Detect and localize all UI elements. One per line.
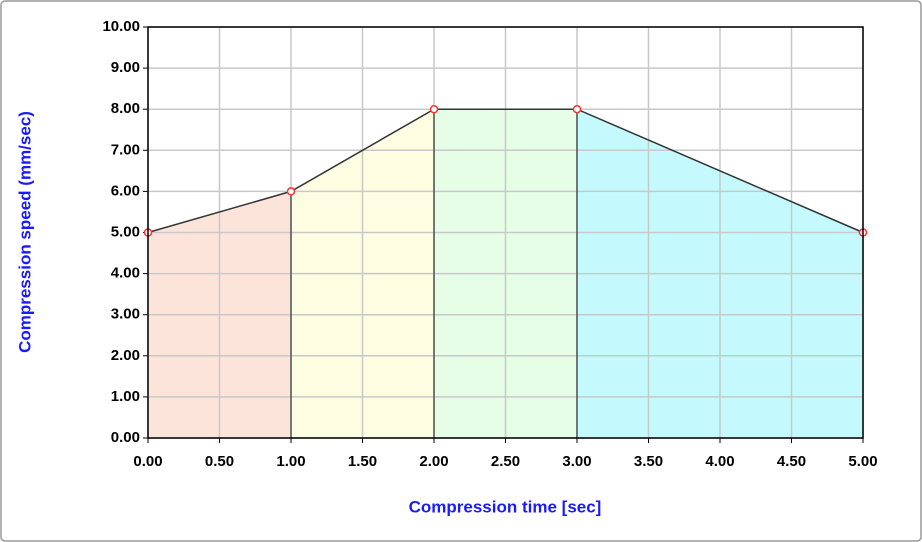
y-tick-label: 0.00 [111, 429, 140, 446]
x-tick-label: 2.00 [419, 453, 448, 470]
marker [429, 104, 439, 114]
x-tick-label: 3.50 [634, 453, 663, 470]
y-tick-label: 9.00 [111, 59, 140, 76]
y-tick-label: 7.00 [111, 141, 140, 158]
x-tick-label: 3.00 [562, 453, 591, 470]
x-axis-label: Compression time [sec] [409, 497, 602, 516]
x-tick-label: 0.00 [133, 453, 162, 470]
y-tick-label: 1.00 [111, 388, 140, 405]
y-tick-label: 4.00 [111, 265, 140, 282]
y-axis-label: Compression speed (mm/sec) [15, 111, 34, 353]
x-tick-label: 4.00 [705, 453, 734, 470]
x-tick-label: 2.50 [491, 453, 520, 470]
x-tick-label: 1.00 [276, 453, 305, 470]
plot-border [147, 26, 864, 439]
marker [572, 104, 582, 114]
y-tick-label: 6.00 [111, 182, 140, 199]
x-tick-label: 0.50 [205, 453, 234, 470]
y-tick-label: 10.00 [102, 18, 140, 35]
y-tick-label: 3.00 [111, 306, 140, 323]
x-tick-label: 4.50 [777, 453, 806, 470]
marker [286, 187, 296, 196]
y-tick-label: 8.00 [111, 100, 140, 117]
y-tick-label: 5.00 [111, 223, 140, 240]
y-tick-label: 2.00 [111, 347, 140, 364]
x-tick-label: 1.50 [348, 453, 377, 470]
x-tick-label: 5.00 [848, 453, 877, 470]
